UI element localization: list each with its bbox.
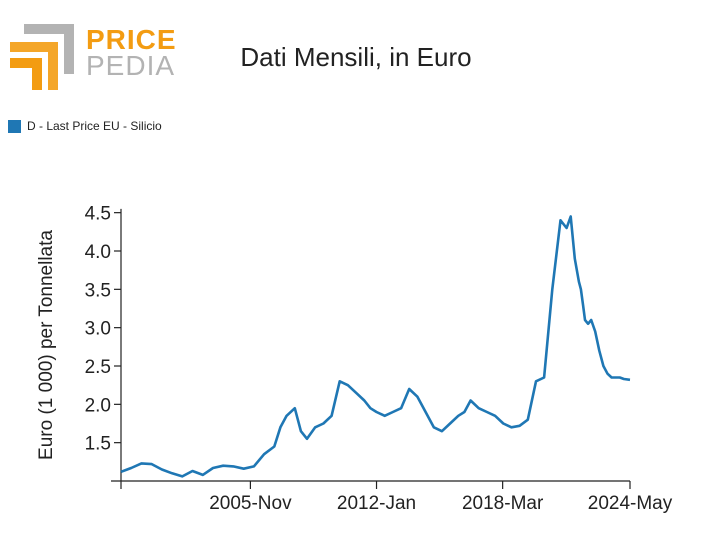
legend: D - Last Price EU - Silicio [8, 119, 162, 133]
series-line [120, 215, 631, 478]
y-axis: 1.5 2.0 2.5 3.0 3.5 4.0 4.5 [85, 204, 122, 481]
y-tick-label: 2.5 [85, 357, 111, 378]
logo-mark-icon [10, 24, 74, 90]
legend-label: D - Last Price EU - Silicio [27, 119, 162, 133]
pricepedia-logo: PRICE PEDIA [8, 22, 176, 92]
logo-text-price: PRICE [86, 24, 177, 55]
x-axis: 2005-Nov 2012-Jan 2018-Mar 2024-May [111, 480, 673, 514]
y-tick-label: 1.5 [85, 434, 111, 455]
y-tick-label: 4.0 [85, 242, 111, 263]
y-tick-label: 2.0 [85, 395, 111, 416]
x-tick-label: 2018-Mar [462, 493, 544, 514]
x-tick-label: 2005-Nov [209, 493, 292, 514]
legend-swatch [8, 119, 21, 133]
x-tick-label: 2012-Jan [337, 493, 416, 514]
x-tick-label: 2024-May [588, 493, 673, 514]
y-tick-label: 3.5 [85, 280, 111, 301]
chart-title: Dati Mensili, in Euro [240, 42, 472, 72]
y-axis-title: Euro (1 000) per Tonnellata [36, 230, 57, 460]
logo-text-pedia: PEDIA [86, 50, 176, 81]
y-tick-label: 4.5 [85, 204, 111, 225]
y-tick-label: 3.0 [85, 319, 111, 340]
